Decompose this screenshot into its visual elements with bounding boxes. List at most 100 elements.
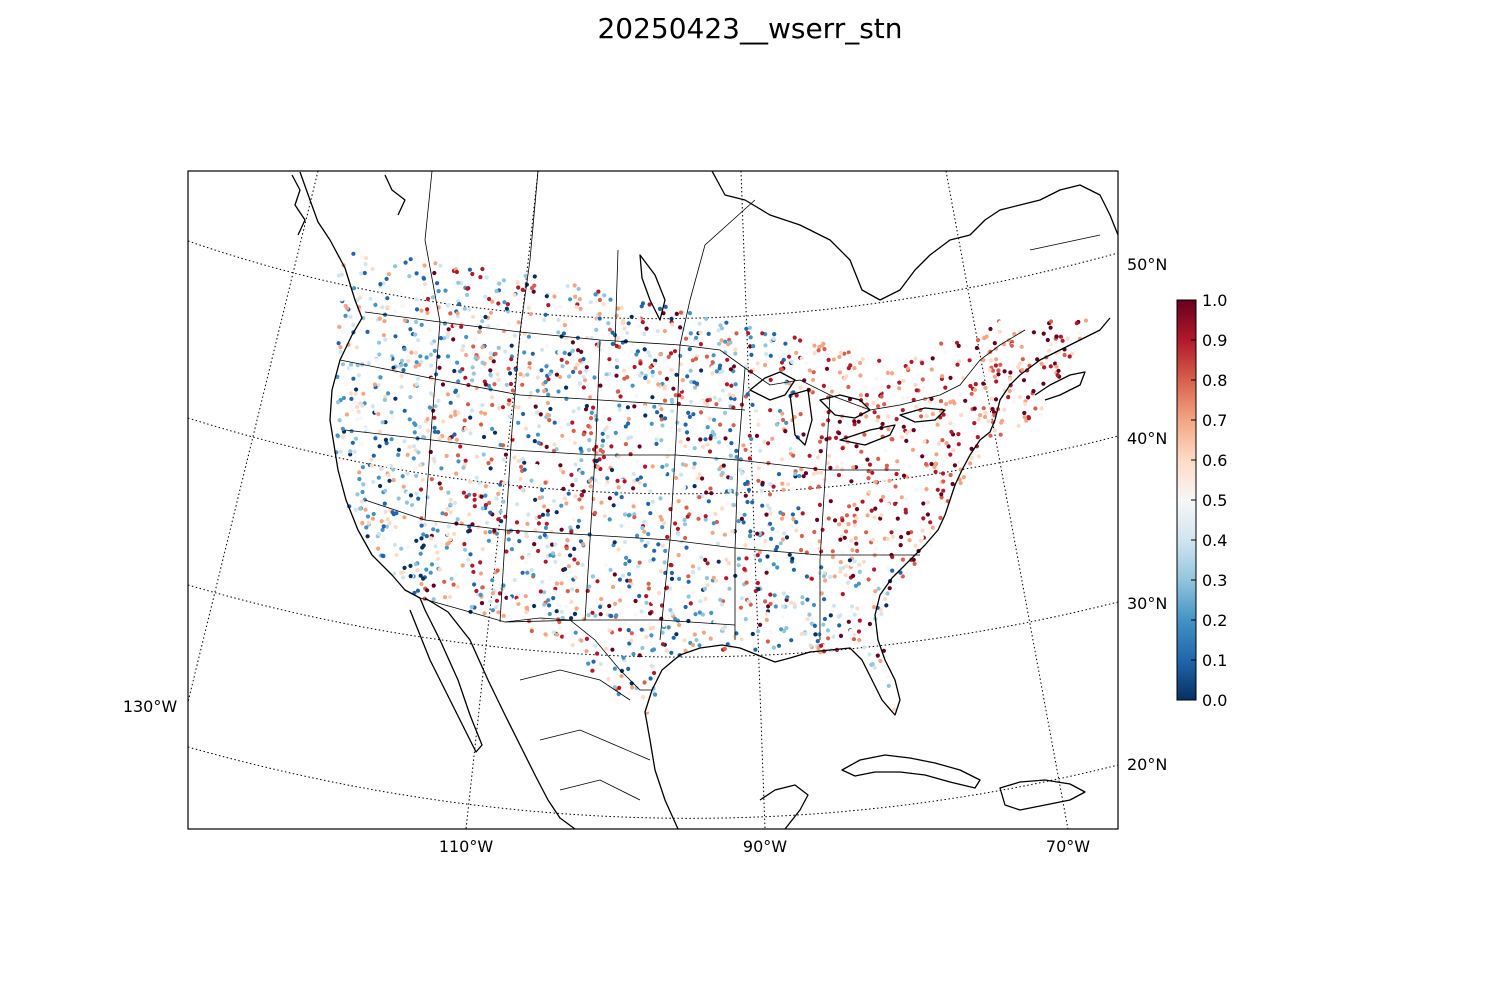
station-point — [618, 394, 623, 399]
station-point — [1023, 401, 1028, 406]
station-point — [678, 362, 683, 367]
station-point — [818, 439, 823, 444]
station-point — [573, 494, 578, 499]
station-point — [490, 608, 495, 613]
station-point — [722, 646, 727, 652]
station-point — [638, 361, 643, 366]
station-point — [406, 490, 411, 495]
station-point — [454, 437, 459, 442]
station-point — [617, 685, 622, 691]
station-point — [604, 425, 609, 430]
station-point — [578, 527, 584, 532]
station-point — [697, 321, 702, 326]
station-point — [703, 557, 708, 563]
station-point — [526, 434, 531, 439]
station-point — [460, 563, 465, 568]
station-point — [620, 320, 626, 325]
station-point — [432, 270, 437, 276]
station-point — [442, 477, 447, 482]
station-point — [748, 529, 753, 534]
station-point — [890, 371, 895, 376]
station-point — [593, 643, 598, 648]
station-point — [386, 391, 391, 396]
station-point — [483, 411, 488, 416]
station-point — [363, 261, 368, 267]
station-point — [501, 457, 506, 462]
station-point — [742, 566, 747, 572]
station-point — [659, 417, 664, 422]
station-point — [865, 513, 870, 518]
station-point — [655, 434, 661, 439]
station-point — [344, 412, 350, 417]
station-point — [878, 658, 883, 664]
station-point — [680, 395, 685, 400]
station-point — [842, 351, 847, 356]
station-point — [526, 305, 531, 310]
station-point — [886, 427, 891, 432]
station-point — [491, 564, 496, 569]
station-point — [501, 481, 506, 486]
station-point — [445, 334, 450, 339]
station-point — [399, 570, 404, 575]
station-point — [717, 440, 722, 445]
station-point — [1017, 361, 1022, 366]
station-point — [458, 444, 463, 449]
station-point — [457, 302, 462, 307]
station-point — [668, 607, 673, 613]
station-point — [601, 455, 607, 460]
station-point — [930, 411, 936, 417]
station-point — [876, 414, 881, 420]
station-point — [694, 339, 699, 344]
station-point — [969, 455, 974, 460]
station-point — [646, 586, 652, 591]
station-point — [650, 373, 655, 378]
station-point — [443, 512, 449, 517]
station-point — [889, 530, 894, 535]
station-point — [707, 416, 712, 421]
station-point — [673, 393, 678, 398]
station-point — [763, 343, 768, 348]
station-point — [799, 533, 805, 539]
station-point — [550, 542, 555, 547]
station-point — [536, 440, 541, 445]
station-point — [480, 319, 485, 324]
station-point — [525, 570, 530, 575]
station-point — [532, 542, 537, 547]
station-point — [392, 571, 397, 576]
station-point — [703, 514, 708, 519]
station-point — [620, 573, 626, 578]
station-point — [698, 330, 703, 335]
station-point — [338, 449, 343, 454]
station-point — [658, 569, 663, 574]
station-point — [474, 588, 479, 594]
station-point — [570, 340, 576, 345]
station-point — [747, 433, 752, 438]
station-point — [632, 478, 637, 484]
station-point — [607, 628, 612, 633]
station-point — [686, 579, 691, 584]
station-point — [484, 275, 489, 280]
station-point — [728, 340, 733, 345]
station-point — [523, 273, 528, 278]
station-point — [982, 336, 987, 341]
station-point — [920, 361, 925, 366]
station-point — [791, 453, 796, 458]
station-point — [669, 576, 675, 582]
station-point — [416, 338, 421, 343]
station-point — [648, 511, 653, 516]
station-point — [557, 625, 562, 630]
station-point — [922, 439, 927, 444]
station-point — [671, 371, 676, 376]
station-point — [780, 604, 786, 609]
station-point — [727, 586, 732, 591]
station-point — [523, 560, 529, 565]
station-point — [969, 391, 974, 396]
station-point — [765, 554, 770, 559]
station-point — [920, 454, 925, 459]
station-point — [598, 604, 603, 610]
station-point — [575, 588, 580, 593]
station-point — [792, 335, 797, 340]
station-point — [528, 273, 533, 278]
station-point — [518, 477, 523, 482]
station-point — [488, 368, 493, 373]
